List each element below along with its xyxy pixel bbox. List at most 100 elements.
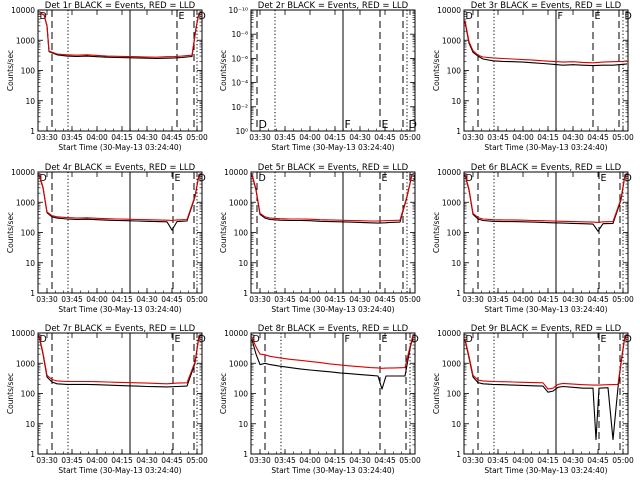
x-axis-label: Start Time (30-May-13 03:24:40) bbox=[271, 143, 394, 152]
x-tick-label: 03:45 bbox=[487, 456, 509, 465]
event-marker-label: D bbox=[409, 118, 417, 131]
panel-title: Det 1r BLACK = Events, RED = LLD bbox=[45, 1, 196, 11]
y-tick-label: 10 bbox=[238, 259, 248, 268]
x-axis-label: Start Time (30-May-13 03:24:40) bbox=[58, 466, 181, 475]
x-tick-label: 03:30 bbox=[462, 295, 484, 304]
x-tick-label: 03:30 bbox=[249, 295, 271, 304]
x-tick-label: 04:00 bbox=[512, 133, 534, 142]
y-tick-label: 1000 bbox=[16, 198, 35, 207]
x-tick-label: 04:15 bbox=[324, 133, 346, 142]
events-line bbox=[464, 335, 626, 441]
x-tick-label: 04:45 bbox=[161, 456, 183, 465]
event-marker-label: F bbox=[345, 118, 351, 131]
y-tick-label: 1 bbox=[30, 127, 35, 136]
x-tick-label: 03:30 bbox=[249, 133, 271, 142]
event-marker-label: D bbox=[199, 11, 206, 22]
events-line bbox=[38, 174, 200, 231]
x-tick-label: 03:45 bbox=[274, 295, 296, 304]
lld-line bbox=[464, 335, 626, 390]
event-marker-label: F bbox=[345, 334, 350, 345]
x-tick-label: 04:45 bbox=[161, 133, 183, 142]
y-tick-label: 100 bbox=[234, 229, 249, 238]
x-tick-label: 05:00 bbox=[186, 133, 208, 142]
x-tick-label: 04:00 bbox=[86, 295, 108, 304]
x-tick-label: 05:00 bbox=[186, 295, 208, 304]
x-tick-label: 04:00 bbox=[299, 295, 321, 304]
event-marker-label: D bbox=[199, 173, 206, 184]
y-tick-label: 1 bbox=[456, 127, 461, 136]
y-tick-label: 100 bbox=[21, 229, 36, 238]
lld-line bbox=[38, 334, 200, 385]
events-line bbox=[464, 21, 628, 67]
x-tick-label: 05:00 bbox=[399, 133, 421, 142]
y-tick-label: 1 bbox=[456, 450, 461, 459]
x-tick-label: 05:00 bbox=[399, 456, 421, 465]
y-tick-label: 10⁻¹⁰ bbox=[228, 6, 248, 15]
y-tick-label: 10⁰ bbox=[235, 127, 248, 136]
panel-2: Det 2r BLACK = Events, RED = LLD 10⁰ 10⁻² 1… bbox=[219, 1, 421, 152]
x-tick-label: 04:15 bbox=[111, 456, 133, 465]
x-tick-label: 04:45 bbox=[161, 295, 183, 304]
event-marker-label: D bbox=[625, 11, 632, 22]
x-tick-label: 04:00 bbox=[299, 456, 321, 465]
x-tick-label: 03:45 bbox=[274, 133, 296, 142]
y-tick-label: 1000 bbox=[229, 359, 248, 368]
event-marker-label: D bbox=[466, 334, 473, 345]
panel-title: Det 8r BLACK = Events, RED = LLD bbox=[258, 324, 409, 334]
panel-1: Det 1r BLACK = Events, RED = LLD 1 10 100 10… bbox=[6, 1, 208, 152]
y-axis-label: Counts/sec bbox=[432, 373, 441, 414]
event-marker-label: E bbox=[595, 11, 601, 22]
x-tick-label: 03:30 bbox=[462, 456, 484, 465]
y-tick-label: 100 bbox=[447, 67, 462, 76]
plot-frame bbox=[463, 9, 629, 132]
lld-line bbox=[251, 173, 413, 222]
y-tick-label: 10⁻² bbox=[231, 103, 248, 112]
event-marker-label: E bbox=[601, 173, 607, 184]
y-tick-label: 1 bbox=[243, 450, 248, 459]
x-tick-label: 04:45 bbox=[374, 456, 396, 465]
x-tick-label: 04:15 bbox=[324, 295, 346, 304]
lld-line bbox=[251, 334, 414, 369]
x-tick-label: 04:15 bbox=[537, 456, 559, 465]
x-tick-label: 05:00 bbox=[612, 295, 634, 304]
event-marker-label: D bbox=[40, 334, 47, 345]
x-tick-label: 03:30 bbox=[36, 133, 58, 142]
x-tick-label: 04:00 bbox=[86, 456, 108, 465]
y-tick-label: 10 bbox=[25, 259, 35, 268]
y-tick-label: 10000 bbox=[224, 329, 248, 338]
y-axis-label: Counts/sec bbox=[432, 50, 441, 91]
x-tick-label: 04:30 bbox=[562, 133, 584, 142]
x-tick-label: 05:00 bbox=[399, 295, 421, 304]
panel-8: Det 8r BLACK = Events, RED = LLD 1 10 100 10… bbox=[219, 324, 421, 475]
y-tick-label: 1000 bbox=[442, 198, 461, 207]
panel-title: Det 5r BLACK = Events, RED = LLD bbox=[258, 163, 409, 173]
y-tick-label: 10000 bbox=[11, 6, 35, 15]
event-marker-label: E bbox=[382, 334, 388, 345]
y-tick-label: 10000 bbox=[11, 329, 35, 338]
x-tick-label: 04:45 bbox=[374, 295, 396, 304]
y-tick-label: 10 bbox=[25, 420, 35, 429]
x-tick-label: 05:00 bbox=[612, 133, 634, 142]
x-axis-label: Start Time (30-May-13 03:24:40) bbox=[58, 305, 181, 314]
y-tick-label: 1000 bbox=[16, 36, 35, 45]
y-axis-label: Counts/sec bbox=[219, 373, 228, 414]
event-marker-label: D bbox=[253, 334, 260, 345]
event-marker-label: E bbox=[179, 11, 185, 22]
y-tick-label: 1 bbox=[243, 289, 248, 298]
event-marker-label: D bbox=[40, 11, 47, 22]
x-axis-label: Start Time (30-May-13 03:24:40) bbox=[58, 143, 181, 152]
x-tick-label: 04:45 bbox=[587, 456, 609, 465]
x-tick-label: 04:00 bbox=[512, 295, 534, 304]
y-tick-label: 10000 bbox=[437, 168, 461, 177]
x-tick-label: 04:30 bbox=[136, 456, 158, 465]
y-tick-label: 10000 bbox=[224, 168, 248, 177]
x-tick-label: 04:15 bbox=[537, 133, 559, 142]
x-tick-label: 04:30 bbox=[136, 295, 158, 304]
y-axis-label: Counts/sec bbox=[432, 212, 441, 253]
x-tick-label: 04:30 bbox=[136, 133, 158, 142]
y-tick-label: 1 bbox=[456, 289, 461, 298]
event-marker-label: D bbox=[466, 173, 473, 184]
panel-title: Det 9r BLACK = Events, RED = LLD bbox=[471, 324, 622, 334]
event-marker-label: E bbox=[601, 334, 607, 345]
